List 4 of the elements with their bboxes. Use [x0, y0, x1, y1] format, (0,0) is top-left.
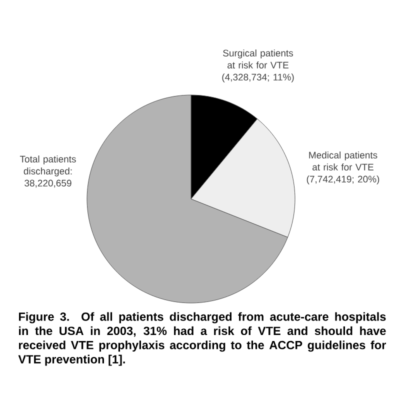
- slice-label: Total patients discharged: 38,220,659: [20, 156, 76, 188]
- slice-label: Surgical patients at risk for VTE (4,328,734; 11%): [222, 50, 294, 82]
- slice-label: Medical patients at risk for VTE (7,742,419; 20%): [306, 152, 380, 184]
- text: Figure 3. Of all patients discharged from acute-care hospitals in the USA in 2003, 31% had a risk of VTE and should have received VTE prophylaxis according to the ACCP guidelines for VTE prevention [1].: [18, 312, 386, 366]
